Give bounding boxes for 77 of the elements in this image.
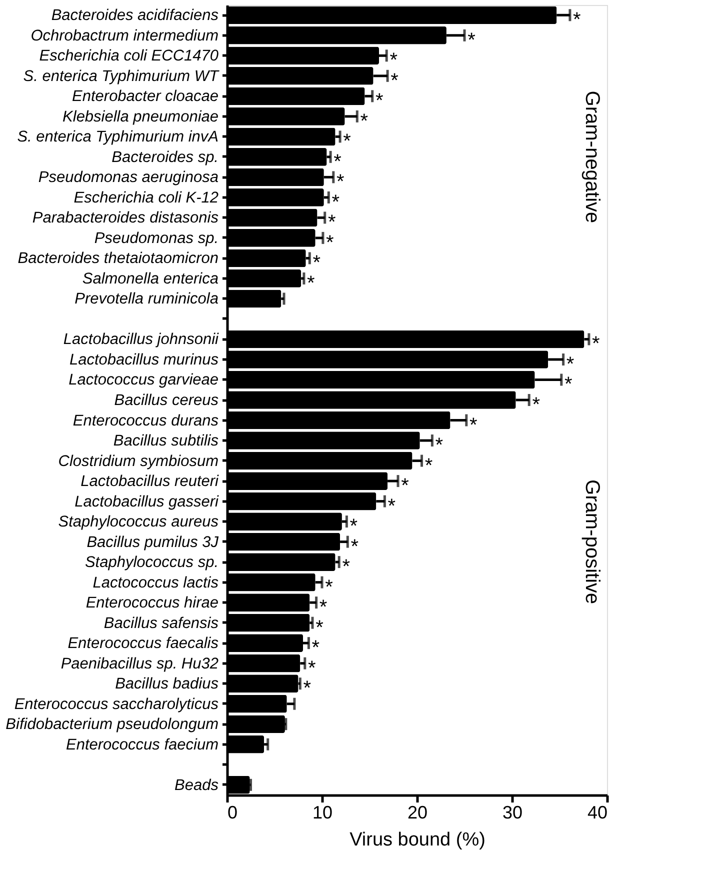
y-tick-label: Staphylococcus sp.	[84, 554, 218, 572]
annotation: *	[325, 576, 334, 598]
annotation: *	[343, 130, 352, 153]
annotation: *	[390, 50, 398, 72]
annotation: *	[390, 70, 399, 92]
annotation: *	[468, 29, 476, 52]
y-tick-label: Salmonella enterica	[82, 270, 219, 288]
y-tick-label: Enterobacter cloacae	[72, 88, 219, 106]
annotation: Gram-positive	[580, 480, 603, 604]
annotation: *	[592, 333, 600, 356]
annotation: *	[308, 657, 316, 680]
y-tick-label: Enterococcus durans	[72, 412, 219, 430]
x-tick-label: 0	[228, 802, 238, 822]
y-tick-label: Lactobacillus murinus	[69, 351, 219, 368]
x-tick-label: 30	[502, 802, 523, 822]
annotation: *	[334, 150, 342, 173]
y-tick-label: S. enterica Typhimurium invA	[17, 128, 218, 146]
annotation: *	[424, 454, 433, 477]
y-tick-label: Paenibacillus sp. Hu32	[60, 655, 219, 672]
y-tick-label: Klebsiella pneumoniae	[62, 108, 219, 126]
y-tick-label: Enterococcus saccharolyticus	[14, 696, 219, 713]
y-tick-label: Pseudomonas aeruginosa	[38, 169, 219, 186]
y-tick-label: Clostridium symbiosum	[58, 452, 219, 470]
y-tick-label: Enterococcus faecalis	[68, 635, 219, 652]
x-tick-label: 20	[407, 802, 428, 822]
y-tick-label: Enterococcus hirae	[86, 594, 219, 612]
annotation: *	[532, 394, 540, 416]
y-tick-label: Pseudomonas sp.	[94, 230, 218, 247]
y-tick-label: Escherichia coli K-12	[74, 189, 219, 206]
y-tick-label: Beads	[174, 776, 219, 794]
annotation: *	[573, 9, 582, 32]
x-tick-label: 10	[312, 802, 333, 822]
annotation: *	[360, 110, 368, 132]
annotation: *	[564, 374, 572, 396]
y-tick-label: Bacteroides thetaiotaomicron	[18, 250, 218, 268]
annotation: *	[312, 637, 320, 660]
y-tick-label: Bacillus badius	[115, 676, 219, 693]
y-tick-label: Lactococcus lactis	[92, 574, 219, 592]
y-tick-label: Lactobacillus gasseri	[74, 493, 220, 510]
y-tick-label: Enterococcus faecium	[66, 736, 219, 754]
y-tick-label: Bacillus pumilus 3J	[86, 534, 219, 551]
y-tick-label: Bifidobacterium pseudolongum	[6, 716, 219, 734]
annotation: *	[375, 90, 384, 112]
annotation: *	[566, 353, 574, 376]
annotation: *	[350, 516, 358, 538]
y-tick-label: S. enterica Typhimurium WT	[23, 68, 220, 85]
y-tick-label: Lactococcus garvieae	[68, 372, 219, 389]
y-tick-label: Lactobacillus reuteri	[80, 473, 220, 490]
annotation: Gram-negative	[580, 90, 603, 224]
annotation: *	[435, 434, 444, 457]
annotation: *	[470, 414, 478, 436]
annotation: *	[316, 616, 324, 639]
annotation: *	[336, 171, 344, 194]
y-tick-label: Staphylococcus aureus	[58, 514, 219, 531]
x-tick-label: 40	[587, 802, 608, 822]
annotation: *	[388, 495, 396, 518]
y-tick-label: Bacteroides acidifaciens	[51, 7, 219, 24]
y-tick-label: Bacillus cereus	[114, 392, 219, 409]
x-axis-title: Virus bound (%)	[350, 830, 486, 850]
y-tick-label: Parabacteroides distasonis	[32, 210, 219, 227]
y-tick-label: Bacillus safensis	[104, 614, 219, 632]
y-tick-label: Bacteroides sp.	[112, 148, 218, 166]
annotation: *	[332, 191, 340, 214]
y-tick-label: Lactobacillus johnsonii	[63, 331, 220, 348]
annotation: *	[401, 475, 410, 498]
y-tick-label: Prevotella ruminicola	[74, 290, 219, 308]
annotation: *	[307, 272, 316, 294]
annotation: *	[303, 678, 312, 700]
y-tick-label: Bacillus subtilis	[113, 432, 219, 450]
annotation: *	[350, 536, 359, 558]
y-tick-label: Escherichia coli ECC1470	[39, 48, 219, 65]
annotation: *	[312, 252, 321, 274]
annotation: *	[319, 596, 328, 619]
y-tick-label: Ochrobactrum intermedium	[30, 27, 219, 44]
annotation: *	[342, 556, 350, 578]
annotation: *	[328, 212, 336, 234]
annotation: *	[326, 232, 334, 254]
